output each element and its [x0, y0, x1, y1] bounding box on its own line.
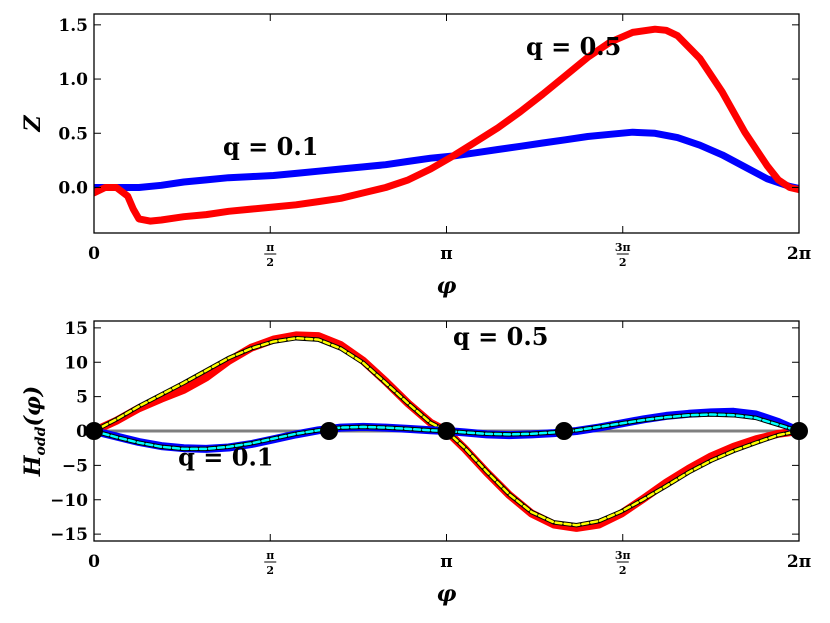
y-tick-label: 15: [64, 319, 88, 339]
y-tick-label: 1.0: [58, 70, 88, 90]
y-tick-label: 0: [76, 422, 88, 442]
y-tick-label: 1.5: [58, 16, 88, 36]
x-tick-label: 2π: [787, 244, 811, 264]
x-tick-label: π: [440, 552, 452, 572]
series-annotation: q = 0.5: [526, 32, 621, 61]
x-tick-label: 0: [88, 552, 100, 572]
series-annotation: q = 0.5: [453, 322, 548, 351]
y-tick-label: 10: [64, 353, 88, 373]
y-tick-label: −10: [50, 491, 88, 511]
x-axis-label: φ: [437, 581, 457, 607]
x-axis-label: φ: [437, 273, 457, 299]
y-tick-label: 0.0: [58, 178, 88, 198]
fixed-point-marker: [555, 422, 573, 440]
x-tick-label-denominator: 2: [266, 564, 274, 577]
y-tick-label: 0.5: [58, 124, 88, 144]
fixed-point-marker: [437, 422, 456, 440]
series-annotation: q = 0.1: [178, 442, 273, 471]
y-axis-label: Hodd(φ): [20, 386, 49, 477]
plot-area: [94, 25, 799, 225]
y-label-subscript: odd: [33, 426, 49, 455]
y-axis-label: Z: [20, 115, 46, 133]
x-tick-label-denominator: 2: [619, 564, 627, 577]
x-tick-label-numerator: π: [266, 241, 274, 254]
x-tick-label-numerator: 3π: [615, 241, 631, 254]
fixed-point-marker: [320, 422, 338, 440]
y-label-main: H: [20, 454, 46, 477]
series-line-q-0.5: [94, 25, 799, 225]
x-tick-label-numerator: 3π: [615, 549, 631, 562]
y-tick-label: −5: [62, 456, 88, 476]
y-label-arg: (φ): [20, 386, 46, 427]
y-tick-label: −15: [50, 525, 88, 545]
x-tick-label: π: [440, 244, 452, 264]
x-tick-label-denominator: 2: [266, 256, 274, 269]
x-tick-label: 2π: [787, 552, 811, 572]
series-annotation: q = 0.1: [223, 132, 318, 161]
x-tick-label-denominator: 2: [619, 256, 627, 269]
x-tick-label-numerator: π: [266, 549, 274, 562]
y-tick-label: 5: [76, 388, 88, 408]
x-tick-label: 0: [88, 244, 100, 264]
